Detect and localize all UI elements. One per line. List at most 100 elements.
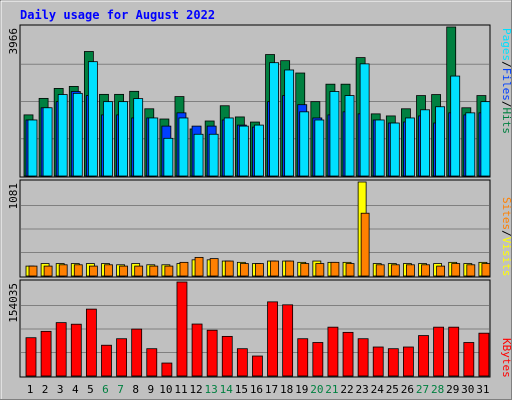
bar-kbytes — [448, 326, 460, 377]
x-label-day: 31 — [476, 383, 489, 396]
bar-pages — [314, 119, 325, 177]
bar-pages — [465, 112, 476, 177]
bar-kbytes — [101, 344, 112, 377]
x-label-day: 20 — [310, 383, 323, 396]
x-label-day: 1 — [27, 383, 34, 396]
legend-pages: Pages — [500, 28, 512, 61]
bar-sites — [360, 212, 370, 277]
bottom-legend: KBytes — [500, 338, 512, 378]
x-label-day: 7 — [117, 383, 124, 396]
bar-pages — [344, 95, 355, 177]
x-label-day: 8 — [132, 383, 139, 396]
top-ymax-label: 3966 — [7, 28, 20, 55]
bar-kbytes — [131, 328, 143, 377]
bar-sites — [315, 263, 325, 277]
x-label-day: 18 — [280, 383, 293, 396]
bar-kbytes — [70, 323, 82, 377]
bar-kbytes — [433, 326, 445, 377]
bar-sites — [43, 265, 53, 277]
x-label-day: 9 — [147, 383, 154, 396]
legend-kbytes: KBytes — [500, 338, 512, 378]
bar-kbytes — [342, 331, 354, 377]
bar-pages — [148, 117, 159, 177]
x-label-day: 19 — [295, 383, 308, 396]
bar-sites — [466, 264, 476, 277]
bar-pages — [42, 107, 53, 177]
bar-sites — [239, 263, 249, 277]
bar-sites — [285, 260, 295, 277]
x-label-day: 30 — [461, 383, 474, 396]
bar-sites — [179, 261, 189, 277]
bar-sites — [270, 260, 279, 277]
legend-hits: Hits — [500, 108, 512, 135]
bar-kbytes — [221, 335, 233, 377]
bar-kbytes — [146, 348, 158, 377]
bar-kbytes — [206, 329, 218, 377]
bar-pages — [405, 117, 415, 177]
bar-pages — [254, 124, 264, 177]
bar-kbytes — [372, 346, 384, 377]
x-label-day: 5 — [87, 383, 94, 396]
bar-pages — [57, 94, 68, 177]
bar-sites — [481, 263, 491, 277]
bar-kbytes — [478, 332, 490, 377]
bar-pages — [269, 62, 279, 177]
bar-sites — [330, 261, 340, 277]
x-axis-labels: 1 2 3 4 5 6 7 8 9 10 11 12 13 14 15 16 17 18 19 20 21 22 23 24 2… — [27, 383, 490, 396]
x-label-day: 3 — [57, 383, 64, 396]
bar-pages — [103, 101, 113, 177]
bar-pages — [223, 117, 234, 177]
legend-visits: Visits — [500, 237, 512, 277]
bar-kbytes — [387, 348, 399, 377]
bar-pages — [208, 133, 219, 177]
bar-sites — [451, 263, 461, 277]
x-label-day: 25 — [386, 383, 399, 396]
bar-kbytes — [40, 330, 52, 377]
bar-sites — [406, 264, 415, 277]
bar-kbytes — [85, 308, 97, 377]
chart-title: Daily usage for August 2022 — [20, 8, 215, 22]
bar-pages — [178, 117, 189, 177]
legend-sep: / — [500, 230, 512, 237]
x-label-day: 29 — [446, 383, 459, 396]
legend-files: Files — [500, 68, 512, 101]
legend-sep: / — [500, 61, 512, 68]
legend-sites: Sites — [500, 197, 512, 230]
bar-kbytes — [463, 342, 475, 377]
bar-pages — [389, 122, 400, 177]
legend-sep: / — [500, 101, 512, 108]
x-label-day: 22 — [340, 383, 353, 396]
bar-kbytes — [403, 346, 414, 377]
bar-sites — [224, 260, 234, 277]
bar-kbytes — [191, 323, 203, 377]
bar-sites — [88, 265, 98, 277]
bar-kbytes — [25, 337, 37, 377]
bar-sites — [209, 258, 219, 277]
bar-pages — [450, 75, 461, 177]
bar-kbytes — [418, 335, 429, 377]
bar-kbytes — [357, 338, 369, 377]
bar-sites — [375, 264, 385, 277]
x-label-day: 6 — [102, 383, 109, 396]
bar-pages — [480, 101, 491, 177]
bar-kbytes — [55, 322, 67, 377]
bar-pages — [299, 111, 310, 177]
bar-kbytes — [161, 362, 173, 377]
bar-sites — [345, 263, 355, 277]
bar-pages — [27, 119, 38, 177]
bar-kbytes — [267, 301, 278, 377]
x-label-day: 13 — [205, 383, 218, 396]
bar-pages — [87, 61, 98, 177]
x-label-day: 23 — [356, 383, 369, 396]
bar-sites — [164, 265, 174, 277]
middle-legend: Sites/Visits — [500, 197, 512, 277]
x-label-day: 14 — [220, 383, 234, 396]
bar-pages — [329, 91, 340, 177]
bar-sites — [436, 265, 446, 277]
bar-kbytes — [327, 326, 339, 377]
bar-pages — [238, 125, 249, 177]
bar-sites — [194, 256, 204, 277]
bar-pages — [284, 69, 295, 177]
x-label-day: 16 — [250, 383, 263, 396]
